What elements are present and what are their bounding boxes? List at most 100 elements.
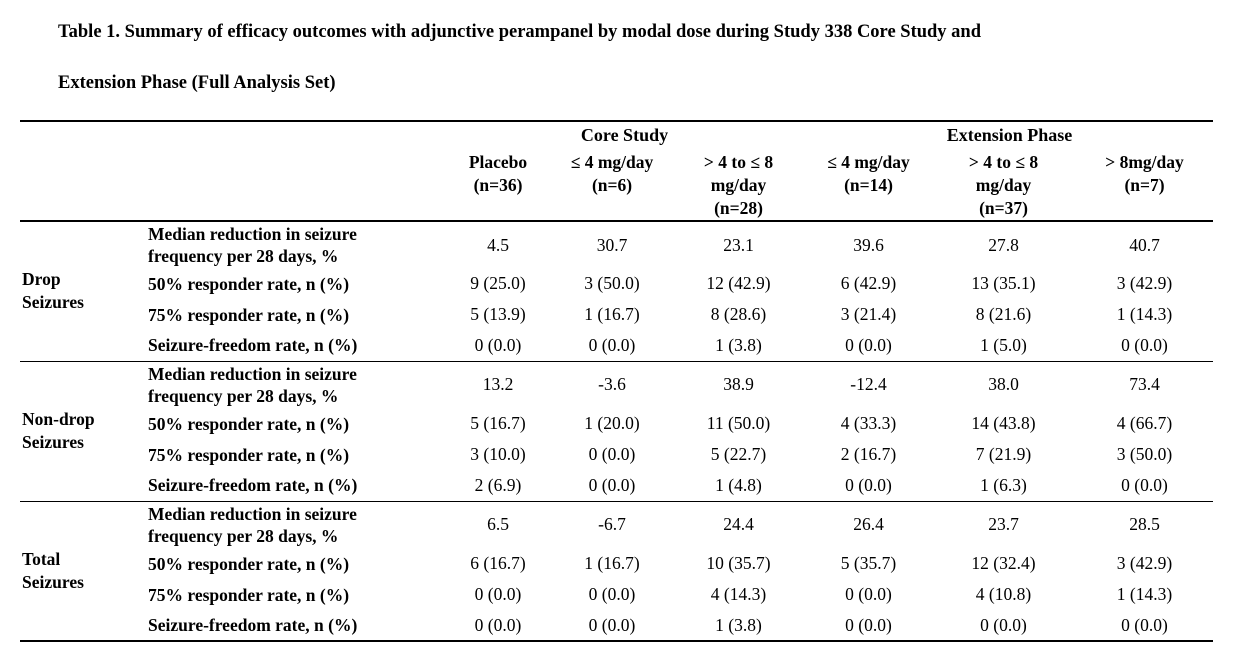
table-row: 75% responder rate, n (%) 5 (13.9) 1 (16… — [20, 299, 1213, 330]
value-cell: 26.4 — [853, 514, 884, 535]
value-cell: 9 (25.0) — [470, 273, 526, 293]
value-cell: 40.7 — [1129, 234, 1160, 255]
value-cell: 8 (28.6) — [710, 304, 767, 324]
metric-label-text: Median reduction in seizure frequency pe… — [148, 503, 357, 546]
metric-label-text: 75% responder rate, n (%) — [148, 444, 350, 465]
value-cell: 24.4 — [723, 514, 754, 535]
column-header-core-4to8: > 4 to ≤ 8 mg/day (n=28) — [671, 149, 806, 221]
metric-label: Seizure-freedom rate, n (%) — [148, 470, 443, 501]
table-row: 75% responder rate, n (%) 3 (10.0) 0 (0.… — [20, 439, 1213, 470]
value-cell: 13 (35.1) — [971, 273, 1036, 293]
value-cell: 0 (0.0) — [1121, 334, 1168, 355]
value-cell: 4 (10.8) — [975, 584, 1032, 604]
header-line: > 4 to ≤ 8 — [703, 152, 774, 172]
metric-label: Median reduction in seizure frequency pe… — [148, 361, 443, 408]
header-line: (n=6) — [591, 175, 633, 195]
header-line: (n=37) — [979, 198, 1028, 218]
table-header: Core Study Extension Phase Placebo (n=36… — [20, 121, 1213, 221]
metric-label-text: Median reduction in seizure frequency pe… — [148, 224, 357, 266]
column-header-ext-gt8: > 8mg/day (n=7) — [1076, 149, 1213, 221]
group-label-text: Non-drop Seizures — [22, 409, 95, 452]
column-header-ext-le4: ≤ 4 mg/day (n=14) — [806, 149, 931, 221]
value-cell: 4 (14.3) — [710, 584, 767, 604]
value-cell: -6.7 — [598, 514, 626, 535]
value-cell: 7 (21.9) — [975, 444, 1032, 464]
metric-label: Seizure-freedom rate, n (%) — [148, 610, 443, 641]
header-line: ≤ 4 mg/day — [827, 152, 910, 172]
value-cell: 14 (43.8) — [971, 413, 1036, 433]
value-cell: 11 (50.0) — [706, 413, 771, 433]
table-row: Drop Seizures Median reduction in seizur… — [20, 221, 1213, 312]
table-row: 50% responder rate, n (%) 5 (16.7) 1 (20… — [20, 408, 1213, 439]
group-label-text: Drop Seizures — [22, 269, 84, 313]
metric-label: Median reduction in seizure frequency pe… — [148, 501, 443, 548]
table-caption: Table 1. Summary of efficacy outcomes wi… — [0, 0, 1236, 95]
metric-label: 50% responder rate, n (%) — [148, 548, 443, 579]
value-cell: 0 (0.0) — [845, 334, 892, 355]
value-cell: 3 (42.9) — [1116, 273, 1173, 293]
value-cell: 0 (0.0) — [474, 614, 522, 635]
value-cell: 23.1 — [723, 234, 754, 255]
header-line: (n=36) — [473, 175, 523, 195]
value-cell: 2 (16.7) — [840, 444, 897, 464]
value-cell: 1 (3.8) — [715, 334, 762, 355]
group-label-text: Total Seizures — [22, 548, 84, 592]
value-cell: 6 (16.7) — [470, 553, 526, 573]
value-cell: 30.7 — [596, 234, 628, 255]
value-cell: 1 (14.3) — [1116, 304, 1173, 324]
value-cell: 0 (0.0) — [474, 334, 522, 355]
metric-label-text: Seizure-freedom rate, n (%) — [148, 335, 358, 356]
value-cell: 73.4 — [1129, 374, 1160, 395]
group-total-seizures: Total Seizures Median reduction in seizu… — [20, 501, 1213, 641]
spanner-extension-phase: Extension Phase — [946, 125, 1073, 145]
metric-label-text: 75% responder rate, n (%) — [148, 584, 350, 605]
value-cell: 5 (13.9) — [470, 304, 526, 324]
value-cell: 12 (42.9) — [706, 273, 771, 293]
header-spacer — [20, 149, 443, 221]
table-row: 50% responder rate, n (%) 6 (16.7) 1 (16… — [20, 548, 1213, 579]
value-cell: 27.8 — [988, 234, 1019, 255]
group-label-total-seizures: Total Seizures — [20, 501, 148, 641]
metric-label: 75% responder rate, n (%) — [148, 299, 443, 330]
value-cell: 3 (42.9) — [1116, 553, 1173, 573]
value-cell: 1 (16.7) — [584, 553, 640, 573]
value-cell: 0 (0.0) — [588, 334, 636, 355]
value-cell: 38.9 — [723, 374, 754, 395]
header-line: (n=28) — [714, 198, 763, 218]
table-row: Seizure-freedom rate, n (%) 2 (6.9) 0 (0… — [20, 470, 1213, 501]
spanner-core-study: Core Study — [580, 125, 669, 145]
value-cell: 5 (22.7) — [710, 444, 767, 464]
value-cell: 1 (20.0) — [584, 413, 640, 433]
value-cell: 39.6 — [853, 234, 884, 255]
header-line: > 4 to ≤ 8 — [968, 152, 1039, 172]
value-cell: 0 (0.0) — [845, 614, 892, 635]
group-label-drop-seizures: Drop Seizures — [20, 221, 148, 361]
value-cell: 28.5 — [1129, 514, 1160, 535]
metric-label-text: 50% responder rate, n (%) — [148, 273, 350, 294]
column-header-placebo: Placebo (n=36) — [443, 149, 553, 221]
header-line: (n=7) — [1124, 175, 1165, 195]
value-cell: 8 (21.6) — [975, 304, 1032, 324]
header-spacer — [20, 121, 443, 149]
table-caption-line-2: Extension Phase (Full Analysis Set) — [58, 73, 336, 93]
metric-label-text: Seizure-freedom rate, n (%) — [148, 475, 358, 496]
metric-label: 75% responder rate, n (%) — [148, 439, 443, 470]
table-row: Seizure-freedom rate, n (%) 0 (0.0) 0 (0… — [20, 330, 1213, 361]
efficacy-outcomes-table: Core Study Extension Phase Placebo (n=36… — [20, 120, 1213, 642]
metric-label: 50% responder rate, n (%) — [148, 268, 443, 299]
value-cell: 12 (32.4) — [971, 553, 1036, 573]
column-header-ext-4to8: > 4 to ≤ 8 mg/day (n=37) — [931, 149, 1076, 221]
metric-label: Seizure-freedom rate, n (%) — [148, 330, 443, 361]
value-cell: -12.4 — [850, 374, 887, 395]
value-cell: 0 (0.0) — [588, 474, 636, 495]
value-cell: 4.5 — [487, 234, 509, 255]
table-row: Seizure-freedom rate, n (%) 0 (0.0) 0 (0… — [20, 610, 1213, 641]
column-header-core-le4: ≤ 4 mg/day (n=6) — [553, 149, 671, 221]
value-cell: 3 (50.0) — [584, 273, 640, 293]
table-row: 50% responder rate, n (%) 9 (25.0) 3 (50… — [20, 268, 1213, 299]
value-cell: 3 (50.0) — [1116, 444, 1173, 464]
metric-label-text: Median reduction in seizure frequency pe… — [148, 363, 357, 406]
table-caption-line-1: Table 1. Summary of efficacy outcomes wi… — [58, 22, 982, 42]
value-cell: 0 (0.0) — [474, 584, 522, 604]
